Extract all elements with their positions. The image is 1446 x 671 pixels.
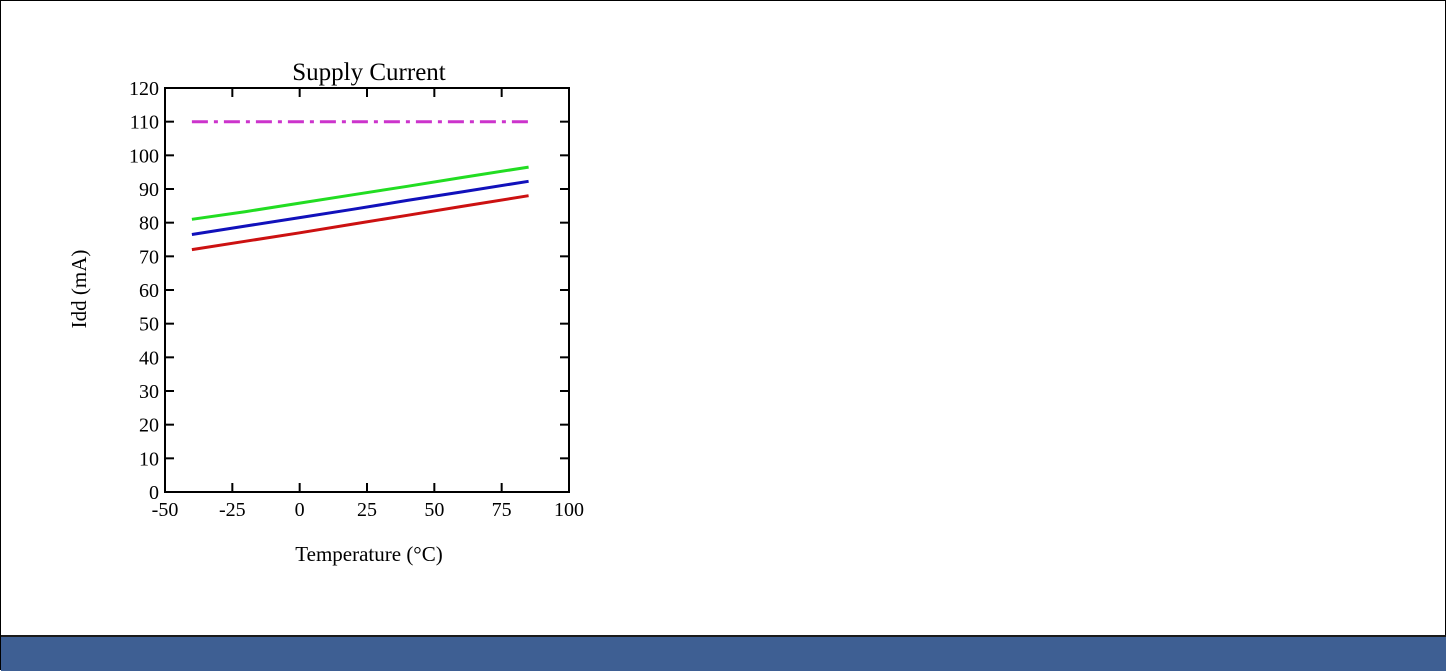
y-tick-label: 50 bbox=[139, 314, 159, 336]
y-tick-label: 90 bbox=[139, 179, 159, 201]
y-axis-label: Idd (mA) bbox=[67, 250, 91, 329]
supply-current-chart: 0 10 20 30 40 50 60 70 80 90 100 110 120 -50 -25 0 25 50 7… bbox=[67, 59, 584, 566]
x-axis-label: Temperature (°C) bbox=[295, 542, 442, 566]
series-line-2 bbox=[191, 179, 529, 236]
y-tick-label: 70 bbox=[139, 246, 159, 268]
y-tick-label: 20 bbox=[139, 415, 159, 437]
series-layer bbox=[191, 120, 529, 252]
x-tick-label: -50 bbox=[152, 499, 179, 521]
series-line-1 bbox=[191, 165, 529, 221]
plot-area bbox=[164, 87, 570, 493]
y-tick-label: 80 bbox=[139, 213, 159, 235]
x-tick-label: 50 bbox=[424, 499, 444, 521]
plot-frame bbox=[164, 87, 570, 493]
y-tick-label: 40 bbox=[139, 347, 159, 369]
footer-bar bbox=[1, 635, 1446, 671]
y-tick-label: 110 bbox=[130, 112, 159, 134]
x-tick-label: 0 bbox=[295, 499, 305, 521]
series-line-3 bbox=[191, 194, 529, 252]
y-tick-label: 0 bbox=[149, 482, 159, 504]
x-tick-label: 25 bbox=[357, 499, 377, 521]
y-tick-label: 120 bbox=[129, 78, 159, 100]
ticks-layer: 0 10 20 30 40 50 60 70 80 90 100 110 120 -50 -25 0 25 50 7… bbox=[129, 78, 584, 521]
x-tick-label: -25 bbox=[219, 499, 246, 521]
x-tick-label: 75 bbox=[492, 499, 512, 521]
y-tick-label: 10 bbox=[139, 448, 159, 470]
chart-title: Supply Current bbox=[292, 59, 446, 86]
y-tick-label: 30 bbox=[139, 381, 159, 403]
x-tick-label: 100 bbox=[554, 499, 584, 521]
y-tick-label: 60 bbox=[139, 280, 159, 302]
y-tick-label: 100 bbox=[129, 145, 159, 167]
